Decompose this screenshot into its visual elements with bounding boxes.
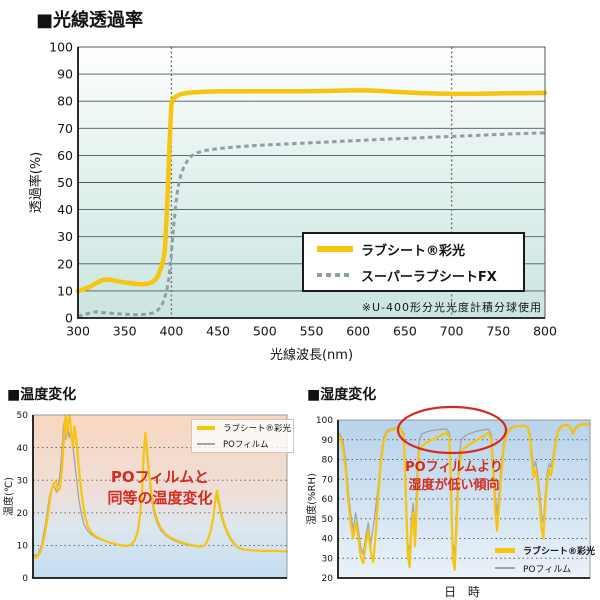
svg-text:70: 70 [57, 121, 73, 136]
svg-text:10: 10 [57, 283, 73, 298]
svg-text:10: 10 [17, 542, 29, 552]
measurement-note: ※U-400形分光光度計積分球使用 [361, 301, 542, 314]
legend-item-super-rab-sheet-fx: スーパーラブシートFX [317, 266, 523, 285]
svg-text:40: 40 [17, 444, 29, 454]
svg-text:700: 700 [440, 324, 464, 339]
svg-text:400: 400 [159, 324, 183, 339]
svg-text:90: 90 [57, 67, 73, 82]
humidity-chart: 20 30 40 50 60 70 80 90 100 湿度(%RH) [305, 405, 592, 584]
svg-text:100: 100 [49, 40, 73, 55]
rab-sheet-line-swatch [197, 426, 215, 430]
legend-label-rab-sheet: ラブシート®彩光 [523, 546, 596, 557]
svg-text:450: 450 [206, 324, 230, 339]
humidity-xaxis-label: 日 時 [444, 585, 484, 599]
svg-text:80: 80 [57, 94, 73, 109]
svg-text:0: 0 [22, 574, 28, 584]
legend-item-rab-sheet: ラブシート®彩光 [495, 544, 595, 557]
temperature-annotation-line1: POフィルムと [110, 468, 210, 486]
legend-label-po-film: POフィルム [223, 440, 269, 450]
humidity-annotation-line1: POフィルムより [405, 460, 503, 475]
svg-text:40: 40 [322, 535, 334, 545]
svg-text:50: 50 [322, 515, 334, 525]
svg-text:20: 20 [322, 574, 334, 584]
svg-text:80: 80 [322, 456, 334, 466]
humidity-annotation: POフィルムより 湿度が低い傾向 [380, 459, 528, 494]
svg-text:350: 350 [113, 324, 137, 339]
svg-text:100: 100 [316, 416, 333, 426]
temperature-legend: ラブシート®彩光 POフィルム [191, 419, 294, 453]
humidity-legend: ラブシート®彩光 POフィルム [495, 543, 595, 575]
super-rab-sheet-fx-line-swatch [317, 273, 353, 277]
svg-text:20: 20 [17, 509, 29, 519]
svg-text:600: 600 [346, 324, 370, 339]
svg-text:550: 550 [300, 324, 324, 339]
svg-text:70: 70 [322, 475, 334, 485]
legend-label-rab-sheet: ラブシート®彩光 [223, 424, 292, 434]
svg-text:800: 800 [533, 324, 557, 339]
svg-text:300: 300 [66, 324, 90, 339]
transmittance-section-title: ■光線透過率 [36, 10, 144, 31]
legend-item-rab-sheet: ラブシート®彩光 [317, 240, 523, 259]
transmittance-xaxis-label: 光線波長(nm) [269, 348, 354, 363]
svg-text:0: 0 [65, 311, 73, 326]
rab-sheet-line-swatch [495, 547, 515, 553]
transmittance-legend: ラブシート®彩光 スーパーラブシートFX [302, 232, 525, 292]
temperature-annotation: POフィルムと 同等の温度変化 [60, 467, 260, 510]
temperature-section-title: ■温度変化 [7, 387, 77, 403]
rab-sheet-line-swatch [317, 246, 353, 252]
svg-text:60: 60 [57, 148, 73, 163]
svg-text:温度(℃): 温度(℃) [2, 477, 15, 516]
svg-text:30: 30 [57, 229, 73, 244]
legend-label-super-rab-sheet-fx: スーパーラブシートFX [361, 269, 497, 285]
legend-label-rab-sheet: ラブシート®彩光 [361, 243, 466, 259]
svg-text:50: 50 [57, 175, 73, 190]
svg-text:60: 60 [322, 495, 334, 505]
svg-text:30: 30 [17, 476, 29, 486]
legend-item-po-film: POフィルム [495, 562, 595, 575]
svg-text:500: 500 [253, 324, 277, 339]
humidity-annotation-line2: 湿度が低い傾向 [408, 477, 500, 493]
svg-text:90: 90 [322, 436, 334, 446]
svg-text:650: 650 [393, 324, 417, 339]
svg-text:750: 750 [486, 324, 510, 339]
temperature-annotation-line2: 同等の温度変化 [107, 489, 213, 508]
humidity-section-title: ■湿度変化 [307, 387, 377, 403]
svg-text:50: 50 [17, 411, 29, 421]
legend-item-po-film: POフィルム [197, 438, 293, 450]
svg-text:20: 20 [57, 256, 73, 271]
svg-text:30: 30 [322, 554, 334, 564]
po-film-line-swatch [495, 567, 515, 569]
svg-text:40: 40 [57, 202, 73, 217]
svg-text:透過率(%): 透過率(%) [28, 152, 44, 214]
legend-label-po-film: POフィルム [523, 564, 572, 575]
po-film-line-swatch [197, 443, 215, 445]
svg-text:湿度(%RH): 湿度(%RH) [305, 473, 318, 525]
legend-item-rab-sheet: ラブシート®彩光 [197, 422, 293, 434]
